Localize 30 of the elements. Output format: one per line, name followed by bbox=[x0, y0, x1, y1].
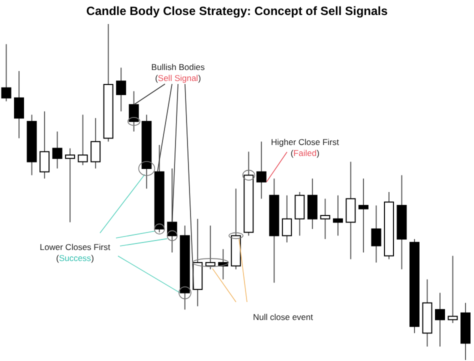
candlestick bbox=[256, 141, 266, 200]
annotation: Null close event bbox=[252, 312, 314, 322]
candlestick bbox=[435, 292, 446, 348]
candlestick bbox=[78, 114, 88, 166]
candlestick bbox=[1, 44, 12, 102]
candlestick bbox=[65, 148, 76, 223]
candlestick bbox=[320, 198, 330, 240]
annotation: Lower Closes First bbox=[40, 242, 111, 252]
chart-title: Candle Body Close Strategy: Concept of Sell Signals bbox=[86, 4, 388, 18]
candlestick bbox=[371, 204, 382, 264]
annotation: (Success) bbox=[56, 253, 94, 263]
candlestick bbox=[167, 168, 178, 253]
candlestick bbox=[205, 225, 216, 270]
annotation: Higher Close First bbox=[270, 137, 340, 147]
candlestick bbox=[294, 192, 305, 236]
candlestick bbox=[282, 194, 292, 243]
annotation: Bullish Bodies bbox=[151, 62, 205, 72]
candlestick bbox=[307, 178, 318, 230]
candlestick bbox=[346, 161, 356, 260]
annotation: (Sell Signal) bbox=[155, 73, 202, 83]
candlestick bbox=[52, 131, 62, 169]
candlestick bbox=[14, 70, 24, 139]
candlestick bbox=[40, 110, 50, 180]
candlestick bbox=[90, 118, 101, 169]
candlestick bbox=[116, 67, 126, 112]
candlestick bbox=[358, 178, 368, 253]
candlestick bbox=[448, 255, 458, 324]
candlestick bbox=[332, 194, 343, 236]
candlestick bbox=[128, 90, 139, 132]
annotation: (Failed) bbox=[290, 148, 320, 158]
